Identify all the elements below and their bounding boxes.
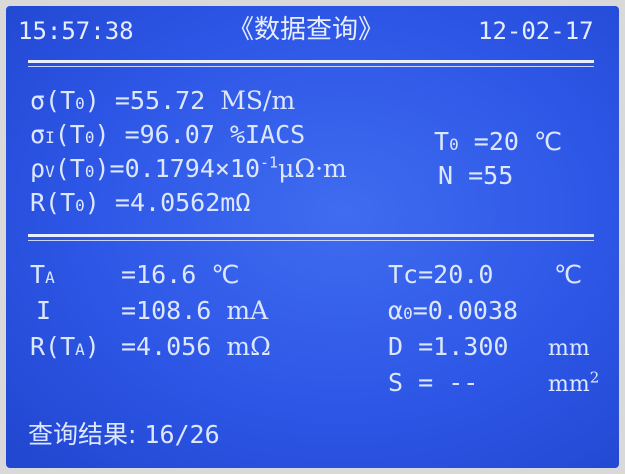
alpha-row: α0=0.0038 xyxy=(388,296,518,329)
r-label: R(T xyxy=(30,188,76,217)
alpha-sub: 0 xyxy=(403,304,413,323)
sigma-close: ) xyxy=(84,86,100,115)
i-value-group: =108.6 mA xyxy=(121,296,268,326)
query-result-value: 16/26 xyxy=(144,420,220,449)
rta-label: R(T xyxy=(30,332,76,361)
sigma-i-label: σ xyxy=(30,120,46,149)
sigma-i-sub1: I xyxy=(45,128,55,147)
query-result: 查询结果: 16/26 xyxy=(28,420,220,450)
t0-value: =20 xyxy=(473,127,519,156)
r-row: R(T0) =4.0562mΩ xyxy=(30,188,250,221)
rho-exp: -1 xyxy=(260,153,279,172)
rta-value: =4.056 xyxy=(121,332,212,361)
t0-row: T0 =20 ℃ xyxy=(434,127,562,160)
lcd-screen: 15:57:38 《数据查询》 12-02-17 σ(T0) =55.72 MS… xyxy=(6,6,619,468)
sigma-i-close: ) xyxy=(94,120,110,149)
date-display: 12-02-17 xyxy=(478,17,594,45)
rta-unit: mΩ xyxy=(226,332,271,361)
t0-sub: 0 xyxy=(449,135,459,154)
t0-label: T xyxy=(434,127,450,156)
s-unit-group: mm2 xyxy=(548,370,599,400)
s-row: S = -- xyxy=(388,368,478,398)
rho-sub1: V xyxy=(45,162,55,181)
sigma-label: σ(T xyxy=(30,86,76,115)
i-value: =108.6 xyxy=(121,296,212,325)
n-label: N xyxy=(438,161,454,190)
rta-close: ) xyxy=(84,332,100,361)
sigma-unit: MS/m xyxy=(220,86,296,115)
tc-unit: ℃ xyxy=(554,260,583,289)
sigma-i-sub2: 0 xyxy=(84,128,95,147)
header-divider-thin xyxy=(28,66,594,67)
ta-unit: ℃ xyxy=(211,260,240,289)
s-unit: mm xyxy=(548,372,590,397)
rho-label: ρ xyxy=(30,154,46,183)
rho-unit: μΩ·m xyxy=(278,154,347,183)
rho-row: ρV(T0)=0.1794×10-1μΩ·m xyxy=(30,154,347,187)
tc-row: Tc=20.0 xyxy=(388,260,493,290)
tc-value: =20.0 xyxy=(418,260,494,289)
sigma-i-row: σI(T0) =96.07 %IACS xyxy=(30,120,305,153)
ta-sub: A xyxy=(45,268,55,287)
sigma-i-unit: %IACS xyxy=(229,120,306,149)
rho-sub2: 0 xyxy=(84,162,95,181)
page-title: 《数据查询》 xyxy=(228,15,385,45)
sigma-i-value: =96.07 xyxy=(124,120,215,149)
time-display: 15:57:38 xyxy=(18,17,134,45)
alpha-label: α xyxy=(388,296,404,325)
rta-value-group: =4.056 mΩ xyxy=(121,332,271,362)
rho-value: =0.1794×10 xyxy=(109,154,261,183)
rta-sub: A xyxy=(75,340,85,359)
middle-divider-thin xyxy=(28,240,594,241)
t0-unit: ℃ xyxy=(533,127,563,156)
ta-value: =16.6 xyxy=(121,260,197,289)
d-row: D =1.300 xyxy=(388,332,508,362)
s-label: S xyxy=(388,368,404,397)
s-value: = -- xyxy=(418,368,479,397)
alpha-value: =0.0038 xyxy=(412,296,519,325)
r-close: ) xyxy=(84,188,100,217)
sigma-i-mid: (T xyxy=(54,120,85,149)
query-result-label: 查询结果: xyxy=(28,420,137,449)
r-value: =4.0562mΩ xyxy=(114,188,251,217)
sigma-row: σ(T0) =55.72 MS/m xyxy=(30,86,295,119)
d-label: D xyxy=(388,332,404,361)
rho-close: ) xyxy=(94,154,110,183)
sigma-value: =55.72 xyxy=(114,86,206,115)
i-label: I xyxy=(36,296,52,325)
n-value: =55 xyxy=(468,161,514,190)
r-sub: 0 xyxy=(75,196,85,215)
n-row: N =55 xyxy=(438,161,513,191)
rta-row: R(TA) xyxy=(30,332,100,365)
d-value: =1.300 xyxy=(418,332,509,361)
header-divider xyxy=(28,60,594,63)
i-unit: mA xyxy=(226,296,269,325)
tc-label: Tc xyxy=(388,260,419,289)
sigma-sub: 0 xyxy=(75,94,85,113)
ta-row: TA xyxy=(30,260,55,293)
s-unit-exp: 2 xyxy=(589,368,600,387)
middle-divider xyxy=(28,234,594,237)
rho-mid: (T xyxy=(54,154,85,183)
ta-value-group: =16.6 ℃ xyxy=(121,260,239,290)
d-unit: mm xyxy=(548,336,590,361)
ta-label: T xyxy=(30,260,46,289)
